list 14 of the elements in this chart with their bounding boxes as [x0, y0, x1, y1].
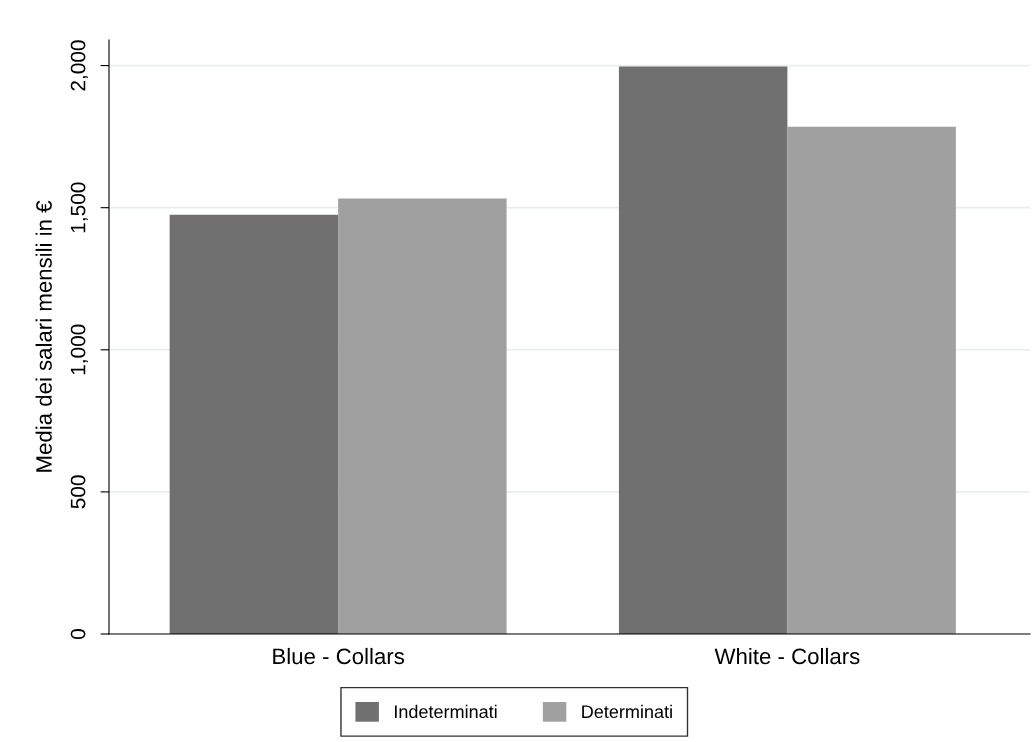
y-tick-label: 500 [70, 475, 86, 509]
y-tick-label: 0 [70, 629, 86, 639]
bar [169, 214, 339, 634]
y-tick-label: 1,500 [70, 182, 88, 233]
bar [338, 198, 507, 634]
y-tick-label: 2,000 [70, 40, 88, 91]
legend-label: Indeterminati [395, 704, 497, 719]
x-tick-label: White - Collars [714, 647, 860, 665]
y-axis-title: Media dei salari mensili in € [35, 200, 52, 472]
bar [618, 66, 788, 634]
bar [787, 126, 956, 634]
legend-label: Determinati [582, 704, 672, 719]
y-tick-label: 1,000 [70, 324, 88, 375]
x-tick-label: Blue - Collars [273, 647, 405, 665]
